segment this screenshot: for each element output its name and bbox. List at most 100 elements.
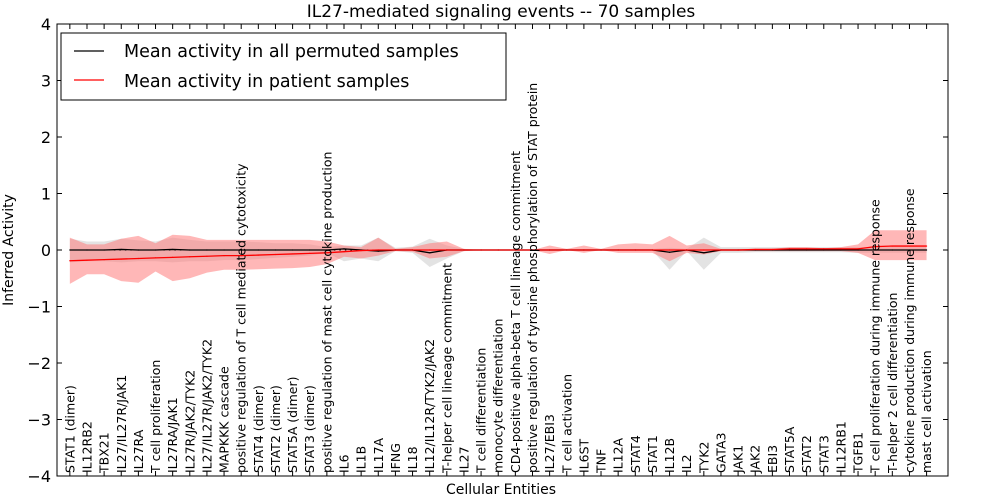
x-tick-label: STAT3 (816, 435, 831, 473)
data-point (343, 248, 345, 250)
x-tick-label: T cell activation (559, 374, 574, 474)
data-point (857, 248, 859, 250)
data-point (154, 249, 157, 251)
data-point (651, 249, 654, 251)
x-tick-label: TBX21 (97, 432, 112, 474)
data-point (377, 250, 379, 252)
data-point (686, 249, 688, 251)
x-tick-label: STAT4 (dimer) (251, 385, 266, 473)
data-point (86, 249, 88, 251)
data-point (240, 249, 242, 251)
data-point (925, 249, 928, 251)
y-tick-label: 0 (41, 241, 51, 260)
data-point (326, 252, 328, 254)
data-point (840, 249, 842, 251)
x-tick-label: TYK2 (696, 442, 711, 474)
data-point (720, 249, 722, 251)
data-point (206, 255, 208, 257)
data-point (703, 252, 705, 254)
y-tick-label: 1 (41, 185, 51, 204)
data-point (480, 249, 482, 251)
data-point (668, 251, 671, 253)
axes-frame (56, 23, 949, 477)
x-tick-label: STAT2 (dimer) (268, 385, 283, 473)
y-tick-label: 2 (41, 128, 51, 147)
data-point (292, 253, 294, 255)
x-tick-label: IL27/IL27R/JAK2/TYK2 (199, 339, 214, 473)
x-tick-label: STAT3 (dimer) (302, 385, 317, 473)
x-axis-label: Cellular Entities (446, 482, 556, 498)
data-point (925, 245, 928, 247)
data-point (309, 249, 311, 251)
x-tick-label: IL12RB2 (79, 421, 94, 473)
x-tick-label: IL27/IL27R/JAK1 (114, 375, 129, 473)
data-point (309, 252, 311, 254)
x-tick-label: JAK2 (748, 445, 763, 474)
x-tick-label: cytokine production during immune respon… (902, 188, 917, 473)
x-tick-labels: STAT1 (dimer) IL12RB2 TBX21 IL27/IL27R/JAK1… (62, 24, 934, 476)
data-point (806, 249, 808, 251)
data-point (583, 249, 585, 251)
data-point (788, 248, 791, 250)
legend-box (60, 32, 507, 101)
x-tick-label: STAT5A (dimer) (285, 377, 300, 473)
data-point (257, 254, 259, 256)
data-point (874, 249, 876, 251)
data-point (703, 249, 705, 251)
x-tick-label: T cell proliferation (148, 360, 163, 474)
y-axis-label: Inferred Activity (1, 194, 17, 306)
data-point (429, 249, 431, 251)
data-point (634, 249, 636, 251)
x-tick-label: IFNG (388, 443, 403, 473)
data-point (908, 245, 911, 247)
x-tick-label: CD4-positive alpha-beta T cell lineage c… (508, 151, 523, 473)
plot-area (69, 230, 928, 284)
y-tick-label: 3 (41, 72, 51, 91)
y-ticks: −4 −3 −2 −1 0 1 2 3 4 (27, 15, 948, 486)
data-point (154, 257, 157, 259)
x-tick-label: TGFB1 (851, 432, 866, 474)
x-tick-label: STAT2 (799, 435, 814, 473)
x-tick-label: IL18 (405, 446, 420, 473)
data-point (223, 255, 225, 257)
data-point (69, 249, 71, 251)
x-tick-label: T-helper cell lineage commitment (439, 263, 454, 474)
y-tick-label: 4 (41, 15, 51, 34)
data-point (103, 259, 105, 261)
data-point (360, 249, 362, 252)
x-tick-label: positive regulation of tyrosine phosphor… (525, 83, 540, 473)
x-tick-label: TNF (594, 449, 609, 474)
legend-label-patient: Mean activity in patient samples (124, 72, 409, 92)
data-point (668, 249, 671, 251)
data-point (120, 248, 122, 251)
data-point (103, 249, 105, 251)
x-tick-label: mast cell activation (919, 350, 934, 473)
y-tick-label: −4 (27, 467, 51, 486)
data-point (874, 246, 876, 248)
data-point (463, 249, 465, 251)
data-point (514, 249, 516, 251)
data-point (240, 255, 242, 257)
data-point (343, 251, 345, 253)
data-point (806, 248, 808, 250)
x-tick-label: IL12B (662, 438, 677, 473)
data-point (137, 257, 139, 260)
data-point (908, 249, 911, 251)
data-point (429, 252, 431, 254)
x-tick-label: GATA3 (713, 433, 728, 473)
x-tick-label: IL27R/JAK2/TYK2 (182, 370, 197, 473)
data-point (120, 258, 122, 260)
x-tick-label: IL6ST (576, 438, 591, 473)
x-tick-label: IL12RB1 (833, 421, 848, 473)
x-tick-label: IL6 (337, 454, 352, 473)
data-point (274, 253, 277, 256)
x-tick-label: JAK1 (731, 445, 746, 474)
data-point (600, 249, 602, 251)
y-tick-label: −2 (27, 354, 51, 373)
data-point (189, 249, 191, 251)
y-tick-label: −1 (27, 298, 51, 317)
data-point (411, 249, 414, 251)
legend: Mean activity in all permuted samples Me… (60, 32, 507, 101)
band-patient (69, 230, 927, 284)
x-tick-label: STAT5A (782, 426, 797, 473)
